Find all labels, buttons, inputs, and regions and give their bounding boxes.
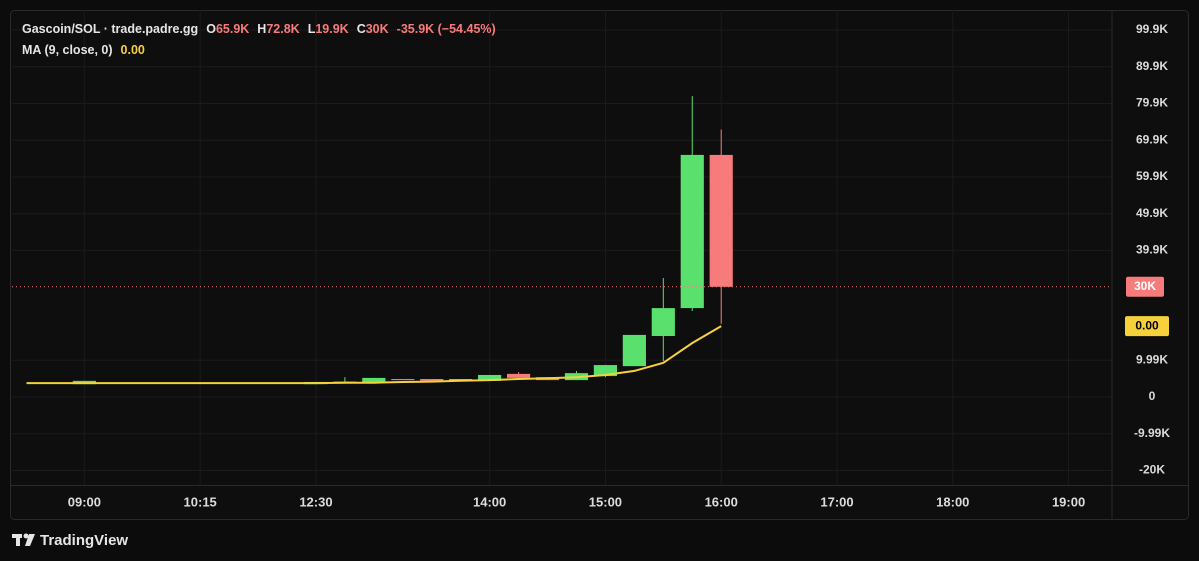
ma-tag-label: 0.00 xyxy=(1135,318,1159,332)
plot xyxy=(12,96,1112,385)
ohlc-value: 19.9K xyxy=(315,22,348,36)
indicator-name: MA (9, close, 0) xyxy=(22,43,113,57)
indicator-value: 0.00 xyxy=(121,43,145,57)
symbol-title: Gascoin/SOL · trade.padre.gg xyxy=(22,22,198,36)
y-tick-label: 49.9K xyxy=(1136,206,1168,220)
candle-body xyxy=(709,154,733,287)
ma-line xyxy=(26,325,722,385)
logo-part xyxy=(16,534,20,546)
x-tick-label: 14:00 xyxy=(473,494,506,509)
y-tick-label: 9.99K xyxy=(1136,352,1168,366)
x-tick-label: 09:00 xyxy=(68,494,101,509)
candle-body xyxy=(420,379,444,381)
x-tick-label: 19:00 xyxy=(1052,494,1085,509)
y-tick-label: 99.9K xyxy=(1136,22,1168,36)
ohlc-key: H xyxy=(257,22,266,36)
ohlc-key: O xyxy=(206,22,216,36)
y-tick-label: 89.9K xyxy=(1136,59,1168,73)
indicator-legend: MA (9, close, 0) 0.00 xyxy=(22,43,145,57)
logo-part xyxy=(25,534,35,546)
x-tick-label: 18:00 xyxy=(936,494,969,509)
legend-header: Gascoin/SOL · trade.padre.gg O65.9K H72.8K… xyxy=(22,22,496,36)
ohlc-key: C xyxy=(357,22,366,36)
y-tick-label: 79.9K xyxy=(1136,96,1168,110)
candle-body xyxy=(478,374,502,381)
candle-body xyxy=(362,377,386,384)
candle-body xyxy=(507,373,531,378)
y-tick-label: 69.9K xyxy=(1136,132,1168,146)
last-price-tag xyxy=(1126,276,1164,297)
x-tick-label: 12:30 xyxy=(299,494,332,509)
change: -35.9K (−54.45%) xyxy=(397,22,496,36)
candle-body xyxy=(680,154,704,309)
brand-logo xyxy=(12,533,35,546)
logo-part xyxy=(23,533,29,539)
candle-body xyxy=(593,365,617,377)
y-tick-label: -20K xyxy=(1139,463,1165,477)
x-tick-label: 15:00 xyxy=(589,494,622,509)
last-price-label: 30K xyxy=(1134,279,1156,293)
x-tick-label: 17:00 xyxy=(820,494,853,509)
y-tick-label: 0 xyxy=(1149,389,1156,403)
brand: TradingView xyxy=(40,532,128,549)
y-tick-label: 59.9K xyxy=(1136,169,1168,183)
candle-body xyxy=(391,379,415,381)
ohlc-key: L xyxy=(308,22,316,36)
ohlc-value: 65.9K xyxy=(216,22,249,36)
grid xyxy=(12,10,1112,485)
ohlc-value: 30K xyxy=(366,22,389,36)
candle-body xyxy=(622,334,646,367)
x-tick-label: 10:15 xyxy=(184,494,217,509)
candle-body xyxy=(651,308,675,337)
ohlc-value: 72.8K xyxy=(266,22,299,36)
x-tick-label: 16:00 xyxy=(705,494,738,509)
ma-tag xyxy=(1125,316,1169,337)
chart-panel xyxy=(10,10,1189,520)
y-tick-label: -9.99K xyxy=(1134,426,1170,440)
y-tick-label: 39.9K xyxy=(1136,243,1168,257)
